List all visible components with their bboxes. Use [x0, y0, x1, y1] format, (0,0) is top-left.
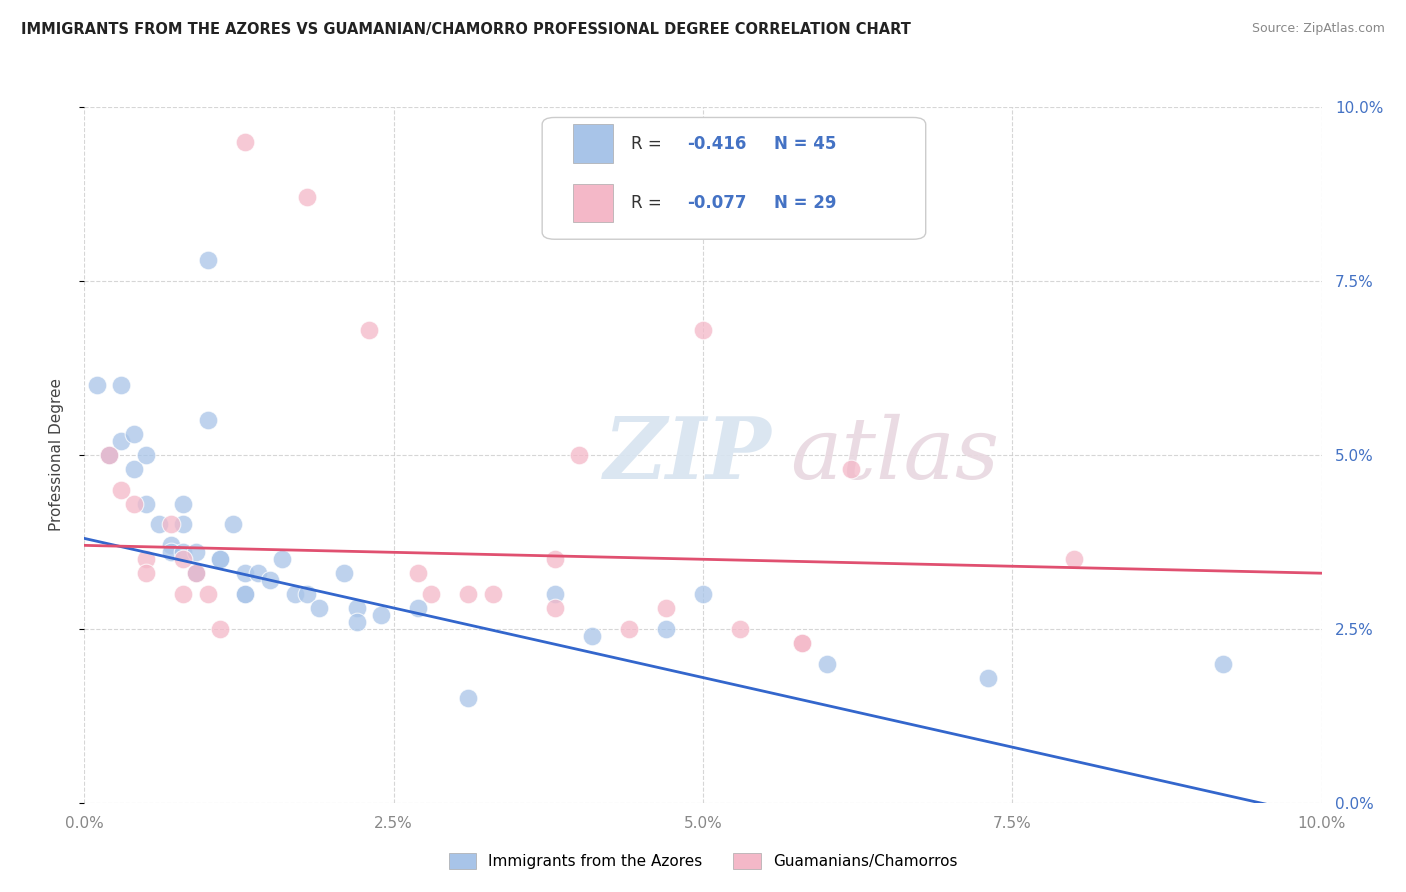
Point — [98, 448, 121, 462]
Point — [172, 587, 194, 601]
Point — [172, 497, 194, 511]
Point — [233, 135, 256, 149]
Point — [135, 552, 157, 566]
Y-axis label: Professional Degree: Professional Degree — [49, 378, 63, 532]
Legend: Immigrants from the Azores, Guamanians/Chamorros: Immigrants from the Azores, Guamanians/C… — [443, 847, 963, 875]
Text: Source: ZipAtlas.com: Source: ZipAtlas.com — [1251, 22, 1385, 36]
Point — [160, 545, 183, 559]
Point — [1212, 657, 1234, 671]
Point — [122, 497, 145, 511]
Point — [122, 427, 145, 442]
Point — [233, 566, 256, 581]
Point — [790, 636, 813, 650]
Point — [815, 657, 838, 671]
Point — [135, 566, 157, 581]
Text: -0.416: -0.416 — [688, 135, 747, 153]
Point — [86, 378, 108, 392]
Point — [841, 462, 863, 476]
Point — [370, 607, 392, 622]
Point — [357, 323, 380, 337]
Point — [976, 671, 998, 685]
Point — [308, 601, 330, 615]
Point — [148, 517, 170, 532]
Point — [209, 622, 232, 636]
Point — [568, 448, 591, 462]
Point — [333, 566, 356, 581]
Text: atlas: atlas — [790, 414, 998, 496]
Point — [295, 587, 318, 601]
Point — [233, 587, 256, 601]
Point — [98, 448, 121, 462]
Point — [295, 190, 318, 204]
Point — [408, 601, 430, 615]
Point — [346, 615, 368, 629]
Point — [160, 538, 183, 552]
Point — [184, 566, 207, 581]
Point — [246, 566, 269, 581]
Text: -0.077: -0.077 — [688, 194, 747, 211]
Point — [197, 413, 219, 427]
Text: R =: R = — [631, 135, 668, 153]
Point — [110, 434, 132, 448]
Point — [122, 462, 145, 476]
Point — [728, 622, 751, 636]
Point — [408, 566, 430, 581]
Point — [692, 323, 714, 337]
Point — [222, 517, 245, 532]
Point — [271, 552, 294, 566]
Point — [481, 587, 503, 601]
Text: R =: R = — [631, 194, 668, 211]
Point — [543, 552, 565, 566]
Point — [184, 566, 207, 581]
Point — [457, 691, 479, 706]
Point — [184, 545, 207, 559]
Point — [284, 587, 307, 601]
Point — [457, 587, 479, 601]
Point — [98, 448, 121, 462]
Point — [233, 587, 256, 601]
Text: IMMIGRANTS FROM THE AZORES VS GUAMANIAN/CHAMORRO PROFESSIONAL DEGREE CORRELATION: IMMIGRANTS FROM THE AZORES VS GUAMANIAN/… — [21, 22, 911, 37]
Point — [172, 517, 194, 532]
Point — [160, 517, 183, 532]
Point — [135, 497, 157, 511]
Point — [209, 552, 232, 566]
Point — [259, 573, 281, 587]
Point — [172, 545, 194, 559]
Point — [655, 622, 678, 636]
Point — [110, 378, 132, 392]
Point — [172, 552, 194, 566]
FancyBboxPatch shape — [543, 118, 925, 239]
Point — [197, 587, 219, 601]
Text: ZIP: ZIP — [605, 413, 772, 497]
Point — [110, 483, 132, 497]
Text: N = 29: N = 29 — [773, 194, 837, 211]
Point — [1063, 552, 1085, 566]
Point — [135, 448, 157, 462]
Point — [346, 601, 368, 615]
Point — [790, 636, 813, 650]
Point — [419, 587, 441, 601]
FancyBboxPatch shape — [574, 124, 613, 162]
Point — [581, 629, 603, 643]
Point — [655, 601, 678, 615]
Point — [543, 601, 565, 615]
Point — [197, 253, 219, 268]
Point — [692, 587, 714, 601]
FancyBboxPatch shape — [574, 184, 613, 222]
Point — [184, 566, 207, 581]
Point — [617, 622, 640, 636]
Point — [543, 587, 565, 601]
Text: N = 45: N = 45 — [773, 135, 837, 153]
Point — [209, 552, 232, 566]
